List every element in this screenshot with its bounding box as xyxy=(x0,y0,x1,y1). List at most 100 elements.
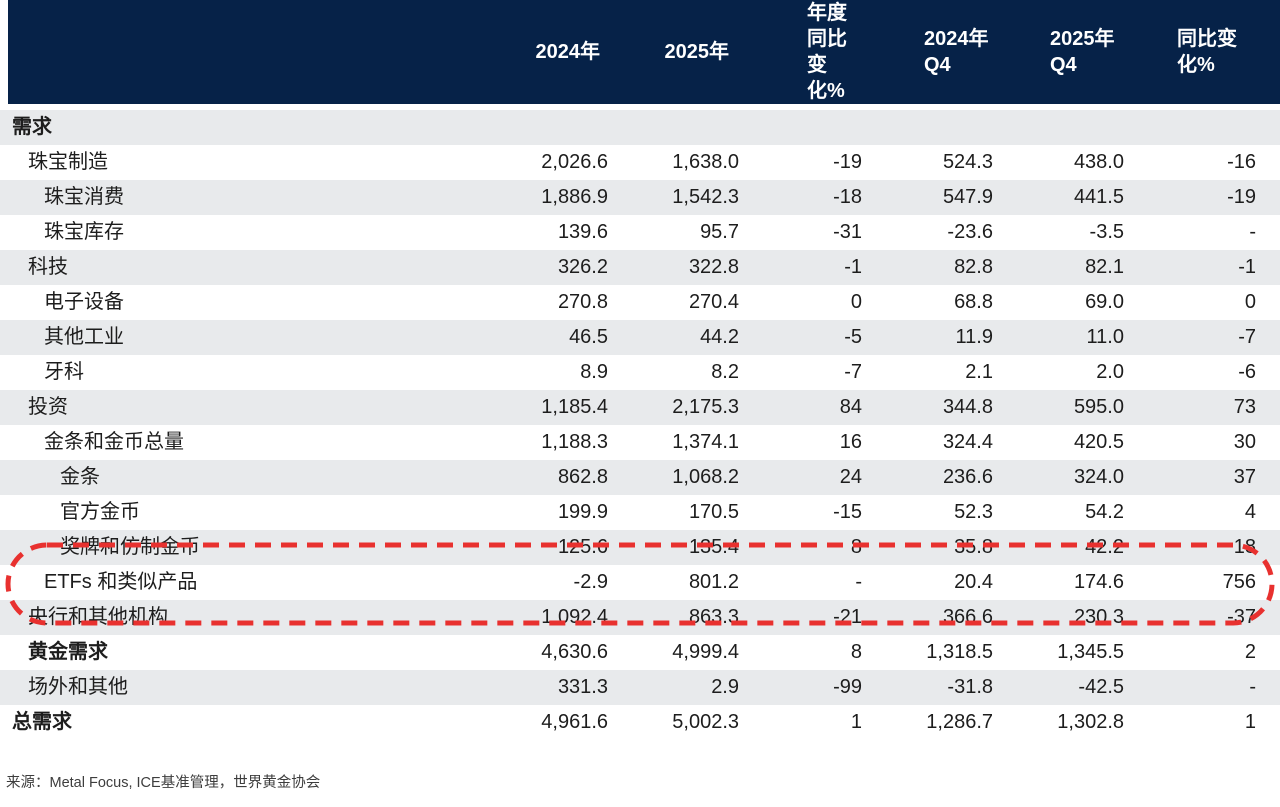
value-cell: 324.0 xyxy=(993,460,1124,495)
value-cell: 11.0 xyxy=(993,320,1124,355)
value-cell: 862.8 xyxy=(468,460,608,495)
value-cell: 135.4 xyxy=(608,530,739,565)
value-cell: 2,026.6 xyxy=(541,151,608,173)
table-header: 2024年 2025年 年度同比 变化% 2024年 Q4 2025年 Q4 同比变 化% xyxy=(0,0,1280,110)
value-cell: 8 xyxy=(850,641,862,663)
row-label: 黄金需求 xyxy=(28,641,108,663)
value-cell: 69.0 xyxy=(1085,291,1124,313)
value-cell: 8.9 xyxy=(580,361,608,383)
value-cell: -1 xyxy=(739,250,862,285)
table-row: 央行和其他机构 1,092.4 863.3 -21 366.6 230.3 -37 xyxy=(0,600,1280,635)
source-note: 来源：Metal Focus, ICE基准管理，世界黄金协会 xyxy=(6,775,321,791)
value-cell: -37 xyxy=(1124,600,1280,635)
table-row: 其他工业 46.5 44.2 -5 11.9 11.0 -7 xyxy=(0,320,1280,355)
value-cell: 11.9 xyxy=(862,320,993,355)
value-cell: 199.9 xyxy=(557,501,608,523)
value-cell: 2.9 xyxy=(608,670,739,705)
table-row: ETFs 和类似产品 -2.9 801.2 - 20.4 174.6 756 xyxy=(0,565,1280,600)
value-cell: -42.5 xyxy=(993,670,1124,705)
value-cell: 1,886.9 xyxy=(468,180,608,215)
value-cell: 35.8 xyxy=(862,530,993,565)
value-cell: 1,302.8 xyxy=(1057,711,1124,733)
table-body: 需求 珠宝制造 2,026.6 1,638.0 -19 524.3 438.0 -16 珠宝消费… xyxy=(0,110,1280,740)
value-cell: 1,318.5 xyxy=(926,641,993,663)
value-cell: 1 xyxy=(850,711,862,733)
value-cell: 1,638.0 xyxy=(672,151,739,173)
value-cell: 82.1 xyxy=(993,250,1124,285)
value-cell: 54.2 xyxy=(1085,501,1124,523)
column-header-text: 年度同比 变化% xyxy=(807,2,847,102)
value-cell: 4,630.6 xyxy=(541,641,608,663)
value-cell: 8 xyxy=(739,530,862,565)
value-cell: 863.3 xyxy=(608,600,739,635)
column-header-text: 2024年 xyxy=(535,41,601,63)
table-row: 奖牌和仿制金币 125.6 135.4 8 35.8 42.2 18 xyxy=(0,530,1280,565)
value-cell: 1,345.5 xyxy=(1057,641,1124,663)
value-cell: -18 xyxy=(739,180,862,215)
row-label: 电子设备 xyxy=(44,291,124,313)
row-label: 央行和其他机构 xyxy=(0,600,468,635)
row-label: 金条和金币总量 xyxy=(44,431,184,453)
row-label: 珠宝制造 xyxy=(28,151,108,173)
row-label: ETFs 和类似产品 xyxy=(44,571,198,593)
column-header-text: 2025年 xyxy=(664,41,730,63)
column-header-6: 同比变 化% xyxy=(1124,0,1280,110)
value-cell: 0 xyxy=(1244,291,1256,313)
value-cell: 1,185.4 xyxy=(468,390,608,425)
value-cell: 30 xyxy=(1233,431,1256,453)
row-label: 珠宝消费 xyxy=(0,180,468,215)
value-cell: 2.1 xyxy=(965,361,993,383)
value-cell: -5 xyxy=(739,320,862,355)
value-cell: -7 xyxy=(844,361,862,383)
value-cell: 1,374.1 xyxy=(672,431,739,453)
value-cell: 4,961.6 xyxy=(541,711,608,733)
value-cell: 230.3 xyxy=(993,600,1124,635)
table-row: 投资 1,185.4 2,175.3 84 344.8 595.0 73 xyxy=(0,390,1280,425)
value-cell: 82.8 xyxy=(862,250,993,285)
value-cell: 1,542.3 xyxy=(608,180,739,215)
value-cell: 1,286.7 xyxy=(926,711,993,733)
value-cell: 18 xyxy=(1124,530,1280,565)
value-cell: 2,175.3 xyxy=(608,390,739,425)
value-cell: 420.5 xyxy=(1073,431,1124,453)
row-label: 科技 xyxy=(0,250,468,285)
table-row: 黄金需求 4,630.6 4,999.4 8 1,318.5 1,345.5 2 xyxy=(0,635,1280,670)
value-cell xyxy=(608,110,739,145)
column-header-2: 2025年 xyxy=(608,0,739,110)
column-header-4: 2024年 Q4 xyxy=(862,0,993,110)
column-header-3: 年度同比 变化% xyxy=(739,0,862,110)
value-cell: -21 xyxy=(739,600,862,635)
value-cell: - xyxy=(1124,670,1280,705)
column-header-1: 2024年 xyxy=(468,0,608,110)
table-row: 金条 862.8 1,068.2 24 236.6 324.0 37 xyxy=(0,460,1280,495)
value-cell: 366.6 xyxy=(862,600,993,635)
value-cell: 84 xyxy=(739,390,862,425)
value-cell: 24 xyxy=(739,460,862,495)
value-cell: -7 xyxy=(1124,320,1280,355)
column-header-0 xyxy=(0,0,468,110)
value-cell xyxy=(862,110,993,145)
value-cell: 322.8 xyxy=(608,250,739,285)
value-cell: -19 xyxy=(833,151,862,173)
value-cell: -15 xyxy=(833,501,862,523)
column-header-text: 同比变 化% xyxy=(1177,28,1237,76)
value-cell: 46.5 xyxy=(468,320,608,355)
value-cell: -1 xyxy=(1124,250,1280,285)
value-cell: 324.4 xyxy=(942,431,993,453)
value-cell: 524.3 xyxy=(942,151,993,173)
value-cell: 595.0 xyxy=(993,390,1124,425)
row-label: 官方金币 xyxy=(60,501,140,523)
value-cell: 270.4 xyxy=(688,291,739,313)
value-cell: -6 xyxy=(1238,361,1256,383)
value-cell: 95.7 xyxy=(700,221,739,243)
value-cell: 2.0 xyxy=(1096,361,1124,383)
value-cell: -31 xyxy=(833,221,862,243)
row-label: 投资 xyxy=(0,390,468,425)
value-cell: 1,092.4 xyxy=(468,600,608,635)
table-row: 牙科 8.9 8.2 -7 2.1 2.0 -6 xyxy=(0,355,1280,390)
value-cell: 270.8 xyxy=(557,291,608,313)
value-cell: -99 xyxy=(739,670,862,705)
value-cell xyxy=(1124,110,1280,145)
value-cell: -3.5 xyxy=(1089,221,1124,243)
value-cell: 4,999.4 xyxy=(672,641,739,663)
